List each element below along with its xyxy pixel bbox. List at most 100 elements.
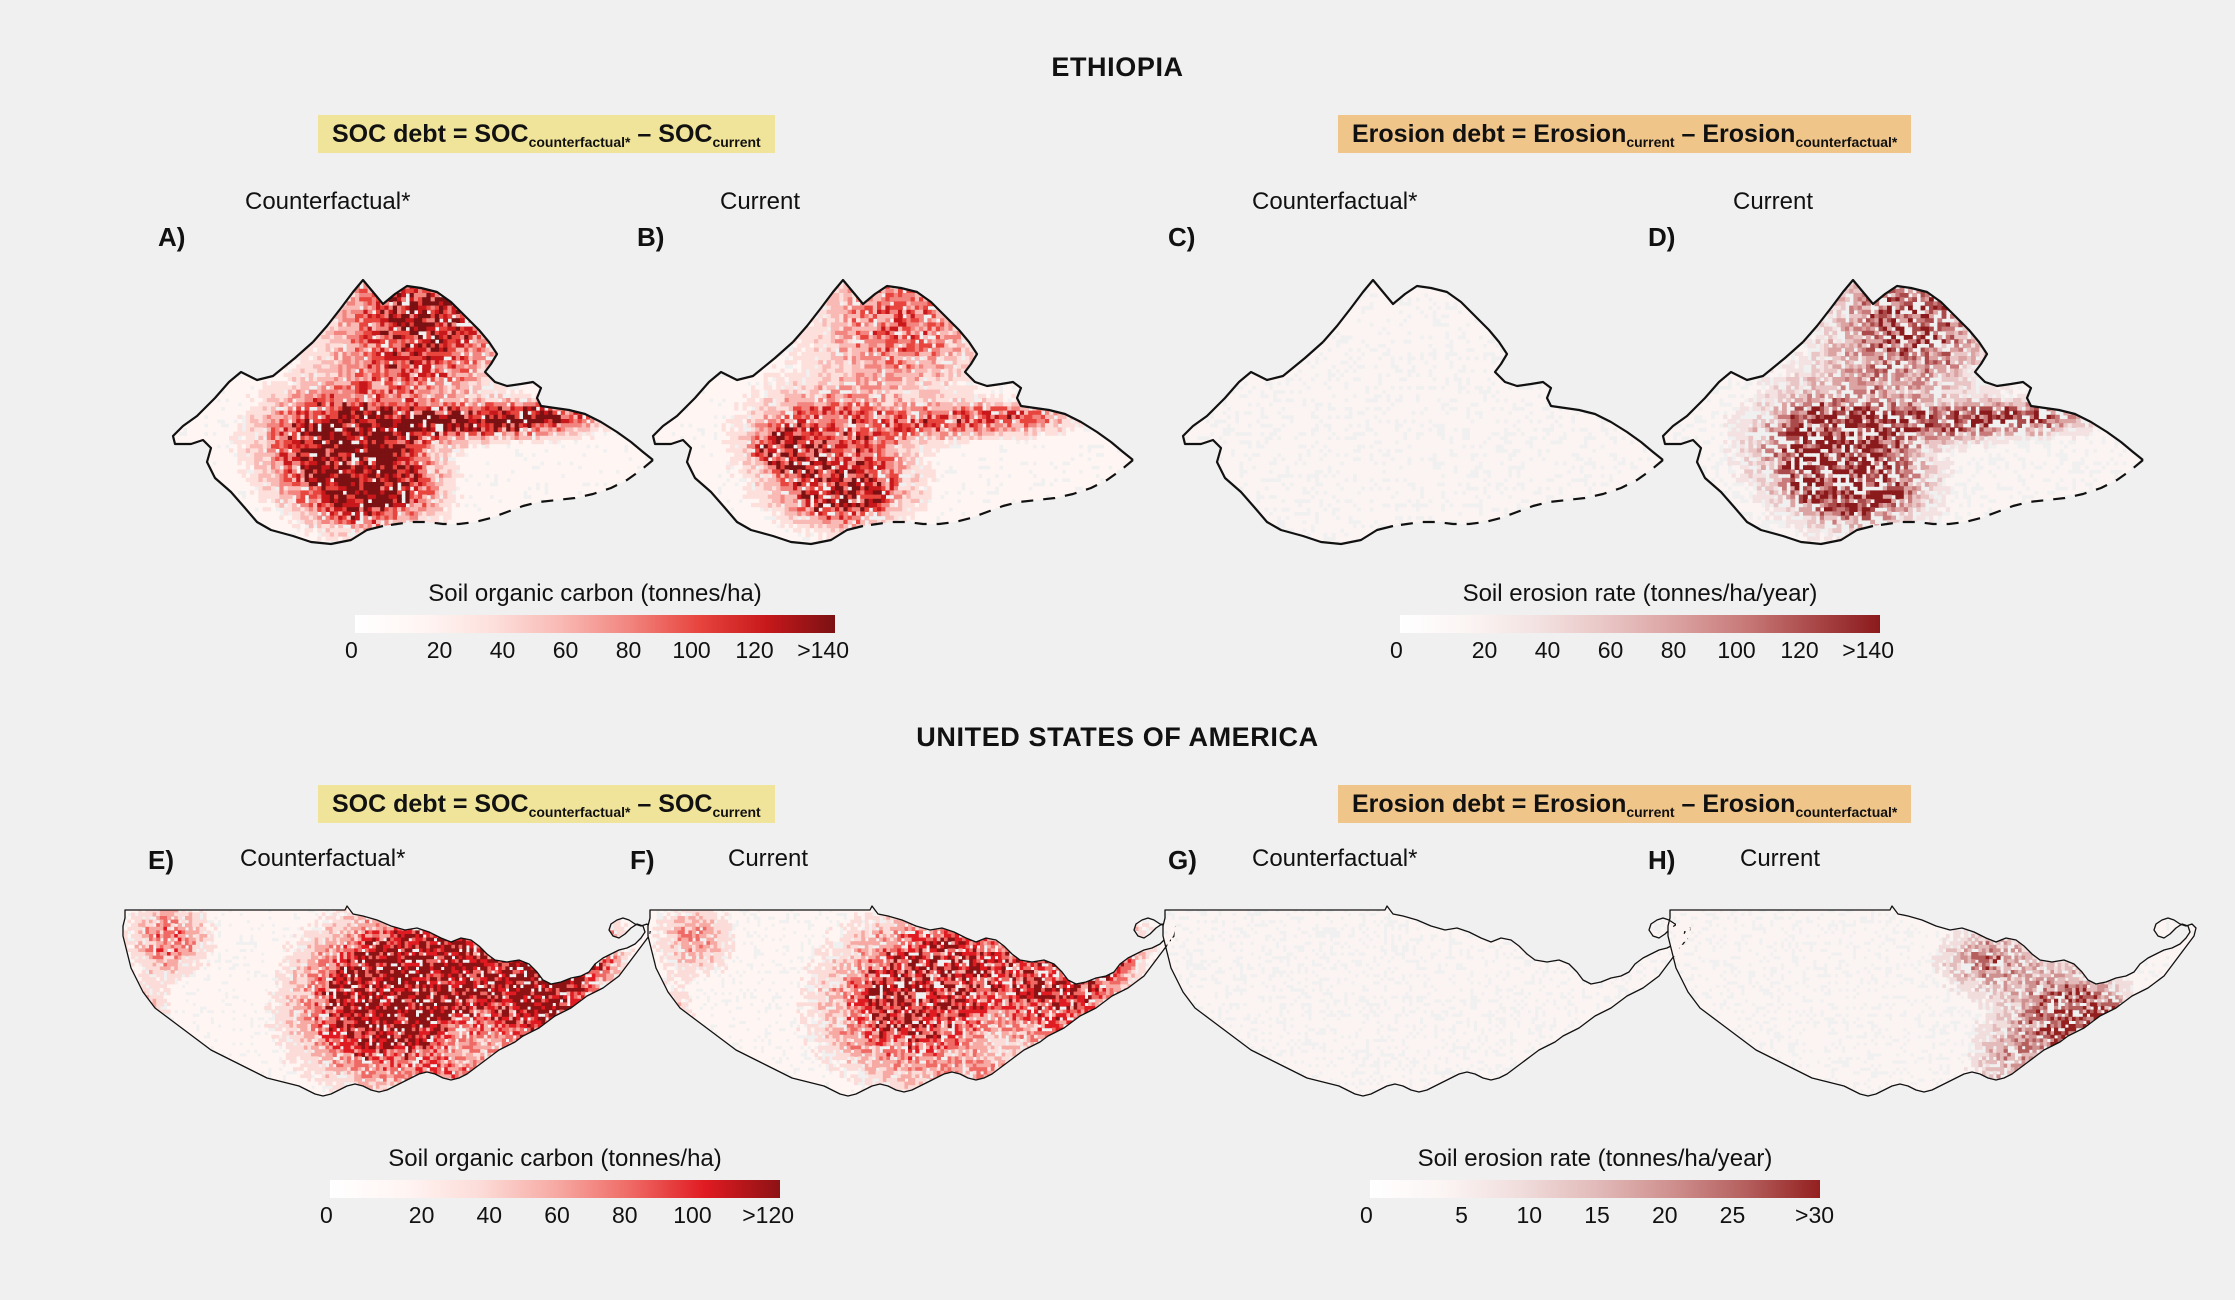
colorbar-tick-label: >140 (786, 637, 849, 664)
colorbar-segment (1811, 615, 1880, 633)
colorbar-segment (480, 1180, 555, 1198)
colorbar-erosion-ethiopia: Soil erosion rate (tonnes/ha/year) 0 20 40… (1400, 580, 1880, 664)
colorbar-erosion-usa: Soil erosion rate (tonnes/ha/year) 0 5 10 1… (1370, 1145, 1820, 1229)
country-map-svg (95, 880, 655, 1140)
formula-banner-erosion-debt-ethiopia: Erosion debt = Erosioncurrent – Erosionc… (1338, 115, 1911, 153)
panel-scenario-d: Current (1733, 188, 1813, 216)
colorbar-tick-label: 0 (345, 637, 408, 664)
colorbar-segment (629, 615, 698, 633)
colorbar-tick-label: 0 (1360, 1202, 1428, 1229)
colorbar-segment (1674, 615, 1743, 633)
colorbar-segment (705, 1180, 780, 1198)
colorbar-soc-usa: Soil organic carbon (tonnes/ha) 0 20 40 60 8… (330, 1145, 780, 1229)
formula-mid: – SOC (630, 120, 712, 148)
formula-lead: Erosion debt = Erosion (1352, 790, 1626, 818)
colorbar-gradient (330, 1180, 780, 1198)
colorbar-tick-label: 60 (534, 637, 597, 664)
panel-letter-h: H) (1648, 845, 1675, 876)
panel-letter-f: F) (630, 845, 655, 876)
formula-lead: Erosion debt = Erosion (1352, 120, 1626, 148)
formula-subscript-counterfactual: counterfactual* (1795, 134, 1897, 150)
colorbar-segment (766, 615, 835, 633)
map-panel-a-ethiopia-soc-counterfactual (145, 230, 675, 560)
colorbar-tick-label: 80 (1642, 637, 1705, 664)
colorbar-segment (1745, 1180, 1820, 1198)
colorbar-tick-label: 20 (1453, 637, 1516, 664)
map-panel-e-usa-soc-counterfactual (95, 880, 655, 1140)
colorbar-gradient (1370, 1180, 1820, 1198)
colorbar-segment (424, 615, 493, 633)
raster-layer (145, 230, 679, 562)
colorbar-tick-label: >140 (1831, 637, 1894, 664)
country-map-svg (145, 230, 675, 560)
colorbar-tick-label: 40 (455, 1202, 523, 1229)
colorbar-segment (1520, 1180, 1595, 1198)
colorbar-tick-label: 120 (1768, 637, 1831, 664)
colorbar-segment (1743, 615, 1812, 633)
country-map-svg (1135, 880, 1695, 1140)
colorbar-tick-label: 60 (1579, 637, 1642, 664)
colorbar-ticks: 0 20 40 60 80 100 120 >140 (355, 637, 835, 664)
country-title-ethiopia: ETHIOPIA (0, 52, 2235, 83)
map-panel-g-usa-erosion-counterfactual (1135, 880, 1695, 1140)
colorbar-tick-label: 100 (659, 1202, 727, 1229)
formula-subscript-current: current (1626, 804, 1674, 820)
colorbar-segment (330, 1180, 405, 1198)
colorbar-title: Soil organic carbon (tonnes/ha) (355, 580, 835, 608)
country-map-svg (1155, 230, 1685, 560)
raster-layer (625, 230, 1159, 562)
country-map-svg (620, 880, 1180, 1140)
colorbar-segment (355, 615, 424, 633)
colorbar-gradient (355, 615, 835, 633)
colorbar-tick-label: 10 (1495, 1202, 1563, 1229)
colorbar-tick-label: 100 (1705, 637, 1768, 664)
panel-scenario-f: Current (728, 845, 808, 873)
map-panel-f-usa-soc-current (620, 880, 1180, 1140)
map-panel-c-ethiopia-erosion-counterfactual (1155, 230, 1685, 560)
map-panel-b-ethiopia-soc-current (625, 230, 1155, 560)
colorbar-segment (1400, 615, 1469, 633)
panel-scenario-c: Counterfactual* (1252, 188, 1417, 216)
formula-subscript-counterfactual: counterfactual* (529, 804, 631, 820)
country-map-svg (1635, 230, 2165, 560)
colorbar-segment (555, 1180, 630, 1198)
formula-banner-soc-debt-ethiopia: SOC debt = SOCcounterfactual* – SOCcurre… (318, 115, 775, 153)
colorbar-ticks: 0 5 10 15 20 25 >30 (1370, 1202, 1820, 1229)
panel-letter-e: E) (148, 845, 174, 876)
colorbar-tick-label: >30 (1766, 1202, 1834, 1229)
colorbar-title: Soil erosion rate (tonnes/ha/year) (1400, 580, 1880, 608)
colorbar-tick-label: 80 (597, 637, 660, 664)
colorbar-tick-label: 0 (320, 1202, 388, 1229)
formula-banner-soc-debt-usa: SOC debt = SOCcounterfactual* – SOCcurre… (318, 785, 775, 823)
colorbar-tick-label: >120 (726, 1202, 794, 1229)
colorbar-title: Soil erosion rate (tonnes/ha/year) (1370, 1145, 1820, 1173)
formula-subscript-counterfactual: counterfactual* (529, 134, 631, 150)
raster-layer (1635, 230, 2169, 562)
raster-layer (1155, 230, 1689, 562)
formula-subscript-current: current (712, 804, 760, 820)
panel-letter-g: G) (1168, 845, 1197, 876)
colorbar-title: Soil organic carbon (tonnes/ha) (330, 1145, 780, 1173)
colorbar-tick-label: 20 (1631, 1202, 1699, 1229)
colorbar-segment (1469, 615, 1538, 633)
colorbar-tick-label: 0 (1390, 637, 1453, 664)
colorbar-segment (698, 615, 767, 633)
colorbar-segment (630, 1180, 705, 1198)
colorbar-segment (1595, 1180, 1670, 1198)
panel-scenario-b: Current (720, 188, 800, 216)
colorbar-tick-label: 100 (660, 637, 723, 664)
formula-mid: – SOC (630, 790, 712, 818)
colorbar-gradient (1400, 615, 1880, 633)
colorbar-tick-label: 25 (1699, 1202, 1767, 1229)
colorbar-tick-label: 120 (723, 637, 786, 664)
formula-lead: SOC debt = SOC (332, 120, 529, 148)
panel-scenario-h: Current (1740, 845, 1820, 873)
country-title-usa: UNITED STATES OF AMERICA (0, 722, 2235, 753)
formula-subscript-current: current (712, 134, 760, 150)
colorbar-ticks: 0 20 40 60 80 100 120 >140 (1400, 637, 1880, 664)
panel-scenario-g: Counterfactual* (1252, 845, 1417, 873)
colorbar-segment (1537, 615, 1606, 633)
formula-mid: – Erosion (1675, 790, 1796, 818)
country-map-svg (1640, 880, 2200, 1140)
formula-banner-erosion-debt-usa: Erosion debt = Erosioncurrent – Erosionc… (1338, 785, 1911, 823)
